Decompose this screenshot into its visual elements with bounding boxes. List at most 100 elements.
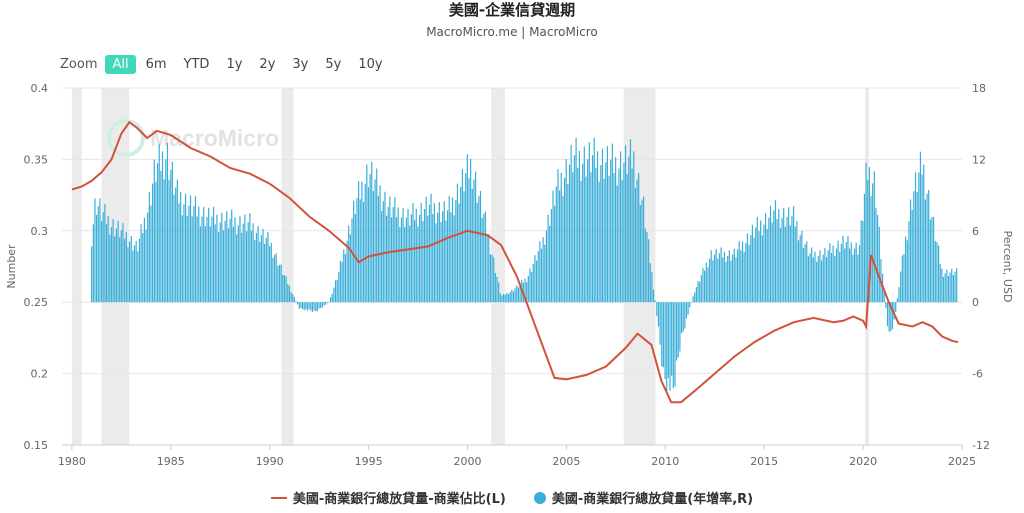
y-right-tick-label: 6 [972,225,979,238]
bar [379,185,381,303]
bar [715,248,717,303]
bar [204,226,206,303]
zoom-ytd-button[interactable]: YTD [183,56,210,72]
bar [886,302,889,327]
x-tick-label: 1985 [157,455,185,468]
zoom-10y-button[interactable]: 10y [358,56,383,72]
bar [433,203,435,303]
bar [387,206,389,303]
bar [778,209,780,303]
bar [262,228,264,303]
bar [423,209,426,303]
bar [242,223,244,303]
bar [437,212,439,303]
bar [463,191,465,303]
bar [501,295,503,303]
bar [201,216,203,303]
bar [748,244,750,303]
bar [807,256,810,303]
bar [356,198,358,303]
bar [809,253,811,303]
bar [672,302,674,389]
bar [761,235,763,303]
bar [438,202,440,303]
bar [875,208,877,303]
bar [835,248,838,303]
bar [799,235,801,303]
bar [845,242,847,303]
bar [718,253,721,303]
bar [466,154,468,303]
bar [631,168,633,303]
bar [911,209,913,303]
bar [937,245,940,303]
bar [789,225,791,303]
bar [461,169,464,303]
bar [732,254,734,303]
bar [689,302,691,308]
bar [239,215,241,303]
bar [816,261,818,303]
bar [755,227,757,303]
bar [137,251,139,303]
y-right-axis-title: Percent, USD [1001,231,1014,303]
bar [532,263,534,303]
bar [491,254,493,303]
bar [325,302,327,305]
zoom-3y-button[interactable]: 3y [292,56,309,72]
zoom-5y-button[interactable]: 5y [325,56,342,72]
bar [669,302,671,391]
bar [196,216,198,303]
bar [820,260,823,303]
bar [933,216,935,303]
bar [384,191,386,303]
x-tick-label: 1990 [256,455,284,468]
bar [872,183,874,303]
x-tick-label: 2010 [651,455,679,468]
bar [479,190,482,303]
bar [801,230,803,303]
bar [278,264,281,303]
y-right-tick-label: 0 [972,296,979,309]
bar [275,253,277,303]
bar-series [91,137,958,392]
zoom-1y-button[interactable]: 1y [226,56,243,72]
bar [652,289,655,303]
bar [143,217,145,303]
bar [244,214,246,303]
bar [193,206,195,303]
bar [359,199,361,303]
bar [217,232,220,303]
bar [160,170,162,303]
legend-item-bars[interactable]: 美國-商業銀行總放貸量(年增率,R) [533,488,753,507]
bar [112,219,114,303]
bar [264,243,266,303]
bar [603,178,605,303]
bar [526,282,528,303]
bar [858,245,861,303]
bar [148,191,150,303]
legend-item-line[interactable]: 美國-商業銀行總放貸量-商業佔比(L) [270,488,506,507]
bar [743,251,745,303]
bar [870,196,872,303]
bar [389,196,391,303]
bar [371,162,373,303]
bar [138,238,141,303]
bar [555,186,557,303]
bar [170,169,172,303]
bar [893,302,895,320]
bar [344,254,347,303]
bar [531,271,533,303]
zoom-6m-button[interactable]: 6m [145,56,167,72]
bar [690,302,693,303]
bar [265,237,267,303]
bar [944,273,946,303]
zoom-all-button[interactable]: All [105,54,136,74]
zoom-2y-button[interactable]: 2y [259,56,276,72]
bar [511,289,513,303]
bar [468,178,470,303]
bar [634,188,637,303]
recession-band [865,88,870,445]
y-left-tick-label: 0.25 [24,296,49,309]
bar [619,151,622,303]
